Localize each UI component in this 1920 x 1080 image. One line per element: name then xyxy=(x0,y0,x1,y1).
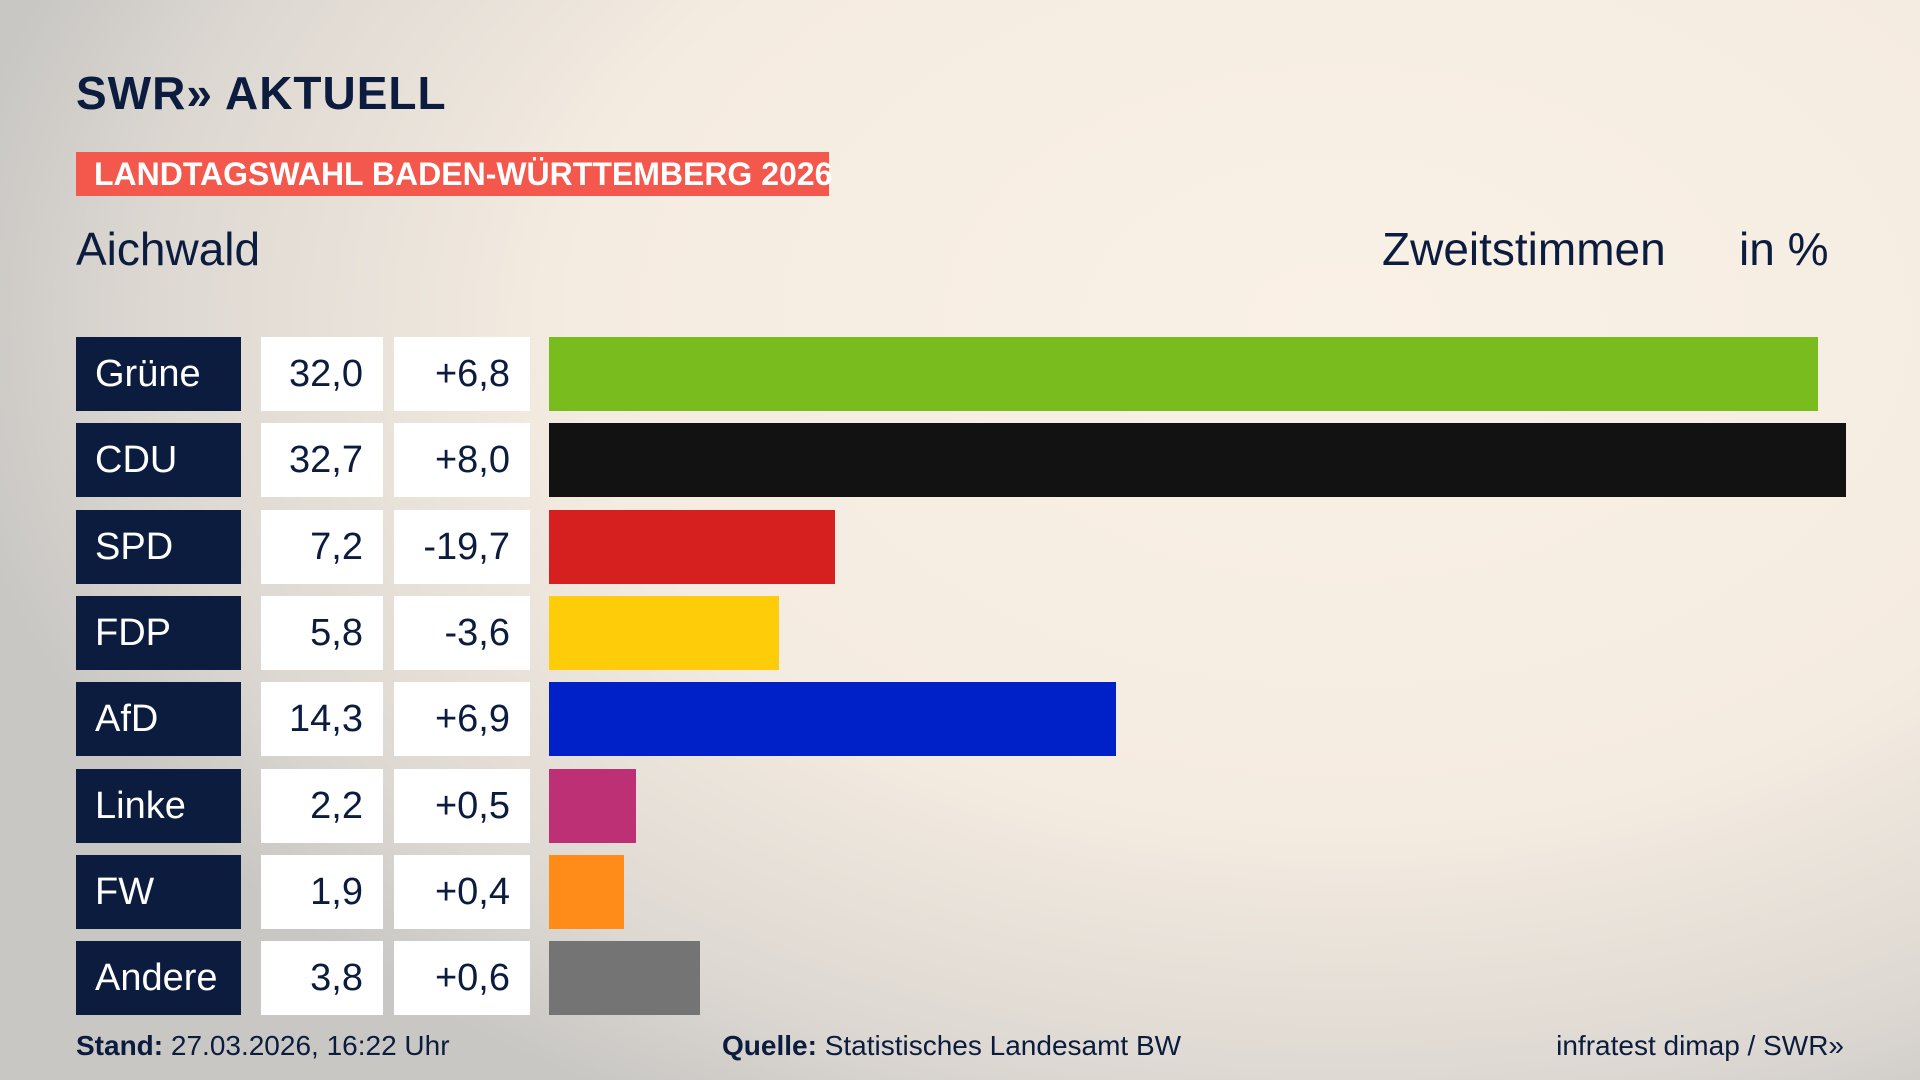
party-label: FDP xyxy=(76,595,241,670)
value-label: 32,0 xyxy=(261,337,383,411)
bar xyxy=(549,423,1846,498)
change-label: +0,6 xyxy=(394,941,530,1016)
banner: LANDTAGSWAHL BADEN-WÜRTTEMBERG 2026 xyxy=(76,152,833,196)
value-label: 7,2 xyxy=(261,509,383,584)
change-label: +6,9 xyxy=(394,682,530,757)
value-label: 2,2 xyxy=(261,768,383,843)
party-label: SPD xyxy=(76,509,241,584)
stand-label: Stand: xyxy=(76,1030,164,1061)
value-label: 14,3 xyxy=(261,682,383,757)
bar xyxy=(549,509,835,584)
credit: infratest dimap / SWR» xyxy=(1556,1030,1844,1061)
party-label: AfD xyxy=(76,682,241,757)
source-label: Quelle: xyxy=(722,1030,817,1061)
value-label: 32,7 xyxy=(261,423,383,498)
party-label: Linke xyxy=(76,768,241,843)
change-label: +6,8 xyxy=(394,337,530,411)
bar xyxy=(549,682,1117,757)
change-label: +0,4 xyxy=(394,854,530,929)
party-label: CDU xyxy=(76,423,241,498)
change-label: -19,7 xyxy=(394,509,530,584)
value-label: 1,9 xyxy=(261,854,383,929)
party-label: Grüne xyxy=(76,337,241,411)
value-label: 5,8 xyxy=(261,595,383,670)
stand: Stand: 27.03.2026, 16:22 Uhr xyxy=(76,1030,450,1062)
party-label: Andere xyxy=(76,941,241,1016)
party-label: FW xyxy=(76,854,241,929)
logo: SWR» AKTUELL xyxy=(76,67,447,119)
unit: in % xyxy=(1739,223,1829,275)
place: Aichwald xyxy=(76,223,261,275)
stand-date: 27.03.2026, 16:22 Uhr xyxy=(170,1030,450,1061)
change-label: +0,5 xyxy=(394,768,530,843)
bar xyxy=(549,337,1819,411)
bar xyxy=(549,854,625,929)
measure: Zweitstimmen xyxy=(1382,223,1666,275)
change-label: +8,0 xyxy=(394,423,530,498)
source-text: Statistisches Landesamt BW xyxy=(824,1030,1182,1061)
bar xyxy=(549,768,637,843)
change-label: -3,6 xyxy=(394,595,530,670)
source: Quelle: Statistisches Landesamt BW xyxy=(722,1030,1181,1062)
bar xyxy=(549,941,700,1016)
banner-text: LANDTAGSWAHL BADEN-WÜRTTEMBERG 2026 xyxy=(94,156,833,192)
bar xyxy=(549,595,780,670)
value-label: 3,8 xyxy=(261,941,383,1016)
